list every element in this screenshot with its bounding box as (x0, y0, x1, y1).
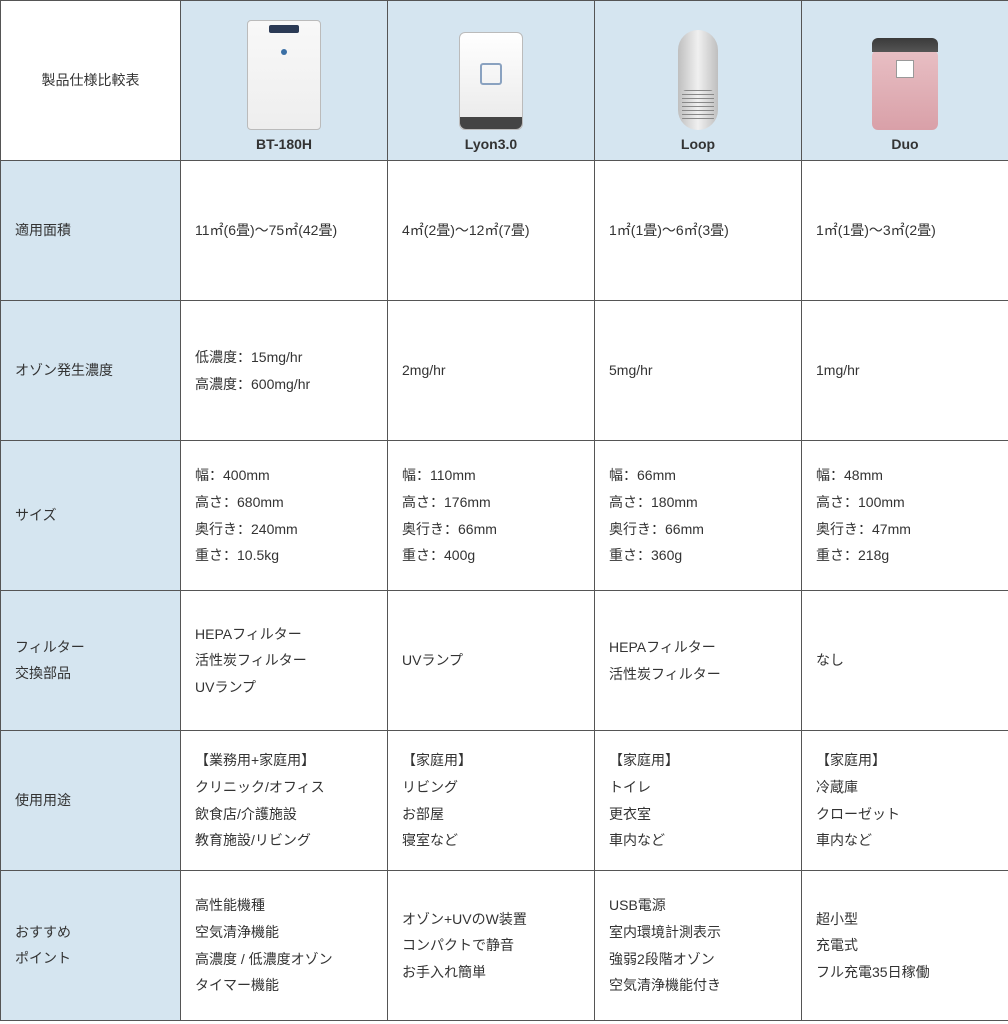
table-row: オゾン発生濃度 低濃度：15mg/hr高濃度：600mg/hr 2mg/hr 5… (1, 301, 1008, 441)
spec-value: 幅：66mm高さ：180mm奥行き：66mm重さ：360g (595, 441, 802, 591)
spec-value: 幅：400mm高さ：680mm奥行き：240mm重さ：10.5kg (181, 441, 388, 591)
product-name: BT-180H (185, 136, 383, 152)
spec-label-use: 使用用途 (1, 731, 181, 871)
table-row: サイズ 幅：400mm高さ：680mm奥行き：240mm重さ：10.5kg 幅：… (1, 441, 1008, 591)
spec-value: 5mg/hr (595, 301, 802, 441)
spec-label-ozone: オゾン発生濃度 (1, 301, 181, 441)
spec-label-size: サイズ (1, 441, 181, 591)
spec-value: USB電源室内環境計測表示強弱2段階オゾン空気清浄機能付き (595, 871, 802, 1021)
spec-value: 【家庭用】トイレ更衣室車内など (595, 731, 802, 871)
spec-value: 幅：48mm高さ：100mm奥行き：47mm重さ：218g (802, 441, 1008, 591)
spec-value: 11㎡(6畳)～75㎡(42畳) (181, 161, 388, 301)
spec-value: HEPAフィルター活性炭フィルター (595, 591, 802, 731)
table-title-cell: 製品仕様比較表 (1, 1, 181, 161)
spec-label-area: 適用面積 (1, 161, 181, 301)
spec-value: UVランプ (388, 591, 595, 731)
spec-value: 超小型充電式フル充電35日稼働 (802, 871, 1008, 1021)
spec-value: 高性能機種空気清浄機能高濃度 / 低濃度オゾンタイマー機能 (181, 871, 388, 1021)
product-header-duo: Duo (802, 1, 1008, 161)
spec-value: 【家庭用】冷蔵庫クローゼット車内など (802, 731, 1008, 871)
spec-value: 1mg/hr (802, 301, 1008, 441)
product-name: Duo (806, 136, 1004, 152)
product-header-bt180h: BT-180H (181, 1, 388, 161)
table-row: 使用用途 【業務用+家庭用】クリニック/オフィス飲食店/介護施設教育施設/リビン… (1, 731, 1008, 871)
spec-value: オゾン+UVのW装置コンパクトで静音お手入れ簡単 (388, 871, 595, 1021)
spec-label-point: おすすめポイント (1, 871, 181, 1021)
spec-value: 【業務用+家庭用】クリニック/オフィス飲食店/介護施設教育施設/リビング (181, 731, 388, 871)
spec-label-filter: フィルター交換部品 (1, 591, 181, 731)
spec-value: 1㎡(1畳)～3㎡(2畳) (802, 161, 1008, 301)
product-image-lyon3 (392, 10, 590, 130)
product-image-bt180h (185, 10, 383, 130)
spec-value: 4㎡(2畳)～12㎡(7畳) (388, 161, 595, 301)
spec-value: なし (802, 591, 1008, 731)
spec-value: HEPAフィルター活性炭フィルターUVランプ (181, 591, 388, 731)
spec-value: 2mg/hr (388, 301, 595, 441)
product-name: Loop (599, 136, 797, 152)
spec-value: 【家庭用】リビングお部屋寝室など (388, 731, 595, 871)
header-row: 製品仕様比較表 BT-180H Lyon3.0 Loop Duo (1, 1, 1008, 161)
product-name: Lyon3.0 (392, 136, 590, 152)
product-image-duo (806, 10, 1004, 130)
spec-value: 1㎡(1畳)～6㎡(3畳) (595, 161, 802, 301)
product-header-lyon3: Lyon3.0 (388, 1, 595, 161)
table-row: おすすめポイント 高性能機種空気清浄機能高濃度 / 低濃度オゾンタイマー機能 オ… (1, 871, 1008, 1021)
product-header-loop: Loop (595, 1, 802, 161)
spec-value: 幅：110mm高さ：176mm奥行き：66mm重さ：400g (388, 441, 595, 591)
table-title: 製品仕様比較表 (42, 72, 140, 88)
table-row: 適用面積 11㎡(6畳)～75㎡(42畳) 4㎡(2畳)～12㎡(7畳) 1㎡(… (1, 161, 1008, 301)
product-image-loop (599, 10, 797, 130)
spec-value: 低濃度：15mg/hr高濃度：600mg/hr (181, 301, 388, 441)
table-row: フィルター交換部品 HEPAフィルター活性炭フィルターUVランプ UVランプ H… (1, 591, 1008, 731)
comparison-table: 製品仕様比較表 BT-180H Lyon3.0 Loop Duo 適用面積 11… (0, 0, 1008, 1021)
